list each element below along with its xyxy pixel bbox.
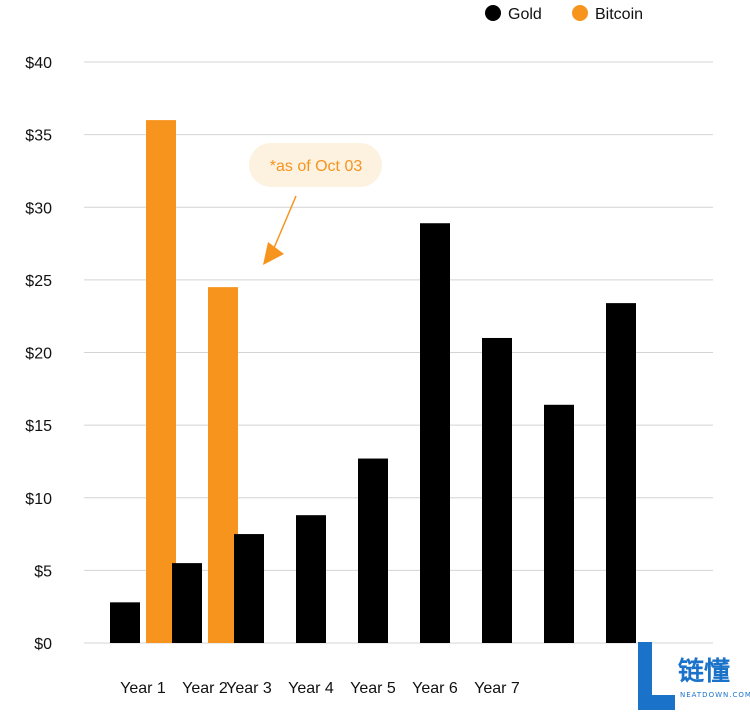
annotation-bubble bbox=[249, 143, 382, 187]
x-tick-label: Year 3 bbox=[226, 680, 272, 697]
bar-gold bbox=[172, 563, 202, 643]
legend-gold-marker bbox=[485, 5, 501, 21]
legend-gold-label: Gold bbox=[508, 6, 542, 23]
y-tick-label: $40 bbox=[25, 55, 52, 72]
bar-bitcoin bbox=[208, 287, 238, 643]
y-tick-label: $30 bbox=[25, 200, 52, 217]
y-tick-label: $35 bbox=[25, 128, 52, 145]
watermark: 链懂 NEATDOWN.COM bbox=[638, 642, 750, 710]
bar-gold bbox=[544, 404, 574, 643]
y-tick-label: $25 bbox=[25, 273, 52, 290]
x-tick-label: Year 1 bbox=[120, 680, 166, 697]
annotation-text: *as of Oct 03 bbox=[270, 158, 363, 175]
annotation-arrow-line bbox=[273, 195, 297, 249]
legend: Gold Bitcoin bbox=[485, 5, 643, 23]
annotation-arrowhead bbox=[263, 242, 284, 265]
bars bbox=[110, 120, 636, 644]
legend-bitcoin-label: Bitcoin bbox=[595, 6, 643, 23]
x-tick-label: Year 4 bbox=[288, 680, 334, 697]
x-tick-label: Year 6 bbox=[412, 680, 458, 697]
bar-gold bbox=[482, 337, 512, 643]
bar-gold bbox=[606, 303, 636, 643]
y-tick-label: $20 bbox=[25, 346, 52, 363]
x-tick-label: Year 7 bbox=[474, 680, 520, 697]
x-tick-label: Year 2 bbox=[182, 680, 228, 697]
y-axis-ticks: $0 $5 $10 $15 $20 $25 $30 $35 $40 bbox=[25, 55, 52, 653]
watermark-chinese-text: 链懂 bbox=[678, 656, 730, 687]
y-tick-label: $0 bbox=[34, 636, 52, 653]
y-tick-label: $5 bbox=[34, 563, 52, 580]
bar-gold bbox=[110, 602, 140, 643]
legend-bitcoin-marker bbox=[572, 5, 588, 21]
y-tick-label: $15 bbox=[25, 418, 52, 435]
bar-gold bbox=[296, 515, 326, 643]
watermark-logo-icon bbox=[638, 642, 675, 710]
bar-gold bbox=[358, 458, 388, 643]
bar-gold bbox=[420, 223, 450, 644]
watermark-latin-text: NEATDOWN.COM bbox=[680, 691, 750, 699]
x-tick-label: Year 5 bbox=[350, 680, 396, 697]
y-tick-label: $10 bbox=[25, 491, 52, 508]
bar-gold bbox=[234, 534, 264, 643]
bar-bitcoin bbox=[146, 120, 176, 644]
annotation: *as of Oct 03 bbox=[249, 143, 382, 265]
